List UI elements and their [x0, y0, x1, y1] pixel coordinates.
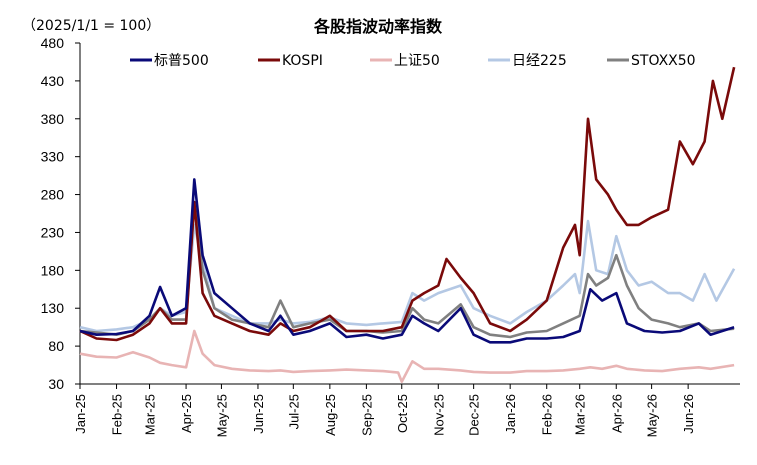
x-tick-label: Mar-25: [143, 394, 158, 435]
x-tick-label: Jan-25: [73, 394, 88, 434]
unit-label: （2025/1/1 = 100）: [22, 18, 160, 34]
y-tick-label: 130: [41, 300, 65, 316]
y-tick-label: 280: [41, 187, 65, 203]
x-tick-label: May-25: [214, 394, 229, 437]
chart-title: 各股指波动率指数: [313, 17, 443, 36]
legend-label: 上证50: [394, 53, 440, 69]
legend-label: KOSPI: [282, 53, 323, 69]
series-line-0: [79, 178, 735, 344]
legend: 标普500 KOSPI 上证50 日经225 STOXX50: [130, 53, 696, 69]
y-axis: 30 80 130 180 230 280 330 380 430 480: [41, 35, 81, 392]
x-axis: Jan-25 Feb-25 Mar-25 Apr-25 May-25 Jun-25 Jul-…: [73, 383, 740, 437]
x-tick-label: Sep-25: [359, 394, 374, 436]
x-tick-label: Aug-25: [323, 394, 338, 436]
legend-label: STOXX50: [631, 53, 696, 69]
y-tick-label: 180: [41, 262, 65, 278]
x-tick-label: Jun-26: [681, 394, 696, 434]
legend-label: 日经225: [512, 53, 567, 69]
x-tick-label: Oct-25: [395, 394, 410, 433]
x-tick-label: May-26: [645, 394, 660, 437]
y-tick-label: 80: [48, 338, 64, 354]
y-tick-label: 430: [41, 73, 65, 89]
x-tick-label: Apr-25: [179, 394, 194, 433]
x-tick-label: Nov-25: [431, 394, 446, 436]
x-tick-label: Apr-26: [609, 394, 624, 433]
series-line-1: [79, 66, 736, 342]
y-tick-label: 230: [41, 224, 65, 240]
y-tick-label: 380: [41, 111, 65, 127]
x-tick-label: Feb-25: [110, 394, 125, 435]
plot-area: [79, 66, 736, 383]
x-tick-label: Jul-25: [286, 394, 301, 429]
x-tick-label: Mar-26: [573, 394, 588, 435]
x-tick-label: Jun-25: [251, 394, 266, 434]
x-tick-label: Dec-25: [467, 394, 482, 436]
y-tick-label: 330: [41, 149, 65, 165]
y-tick-label: 30: [48, 376, 64, 392]
y-tick-label: 480: [41, 35, 65, 51]
x-tick-label: Jan-26: [503, 394, 518, 434]
x-tick-label: Feb-26: [540, 394, 555, 435]
legend-label: 标普500: [154, 53, 209, 69]
series-line-2: [79, 329, 735, 383]
